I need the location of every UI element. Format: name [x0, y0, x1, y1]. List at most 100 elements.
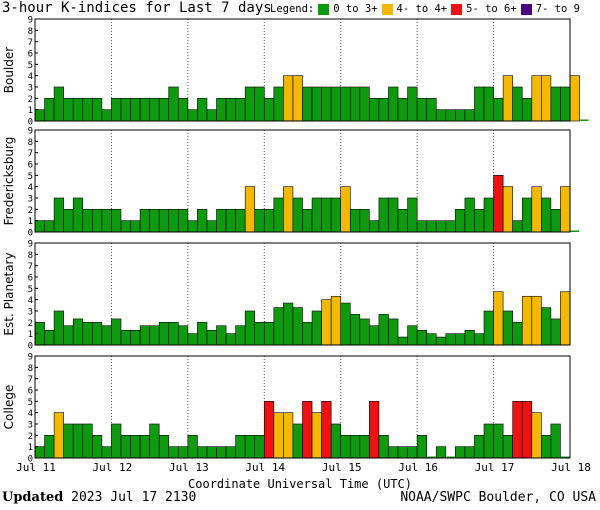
- legend-swatch-yellow: [381, 3, 393, 15]
- y-tick-label: 6: [28, 50, 33, 60]
- y-tick-label: 5: [28, 61, 33, 71]
- k-index-bar: [92, 98, 103, 122]
- k-index-bar: [82, 98, 93, 122]
- k-index-bar: [340, 86, 351, 122]
- k-index-bar: [44, 329, 55, 346]
- k-index-bar: [416, 220, 427, 233]
- y-tick-label: 4: [28, 72, 33, 82]
- y-tick-label: 3: [28, 195, 33, 205]
- k-index-bar: [72, 423, 84, 459]
- k-index-bar: [570, 230, 580, 232]
- k-index-bar: [416, 329, 427, 346]
- k-index-bar: [435, 336, 447, 346]
- k-index-bar: [168, 322, 179, 346]
- k-index-bar: [168, 446, 179, 459]
- y-tick-label: 3: [28, 308, 33, 318]
- k-index-bar: [416, 435, 427, 459]
- k-index-bar: [216, 446, 227, 459]
- y-tick-label: 3: [28, 421, 33, 431]
- k-index-bar: [493, 175, 504, 233]
- k-index-bar: [273, 412, 284, 459]
- k-index-bar: [397, 446, 408, 459]
- k-index-bar: [111, 98, 122, 122]
- k-index-bar: [263, 322, 275, 346]
- k-index-bar: [206, 220, 217, 233]
- k-index-bar: [426, 333, 437, 346]
- updated-stamp: Updated 2023 Jul 17 2130: [2, 490, 196, 505]
- k-index-bar: [225, 209, 236, 233]
- k-index-bar: [311, 86, 322, 122]
- k-index-bar: [244, 435, 256, 459]
- y-tick-label: 6: [28, 387, 33, 397]
- y-tick-label: 5: [28, 285, 33, 295]
- k-index-bar: [292, 75, 303, 122]
- k-index-bar: [321, 86, 332, 122]
- x-tick-label: Jul 13: [169, 461, 209, 474]
- k-index-bar: [502, 435, 513, 459]
- k-index-bar: [521, 295, 533, 346]
- panel-frame: [34, 129, 571, 233]
- k-index-bar: [464, 109, 475, 122]
- y-tick-label: 5: [28, 398, 33, 408]
- y-tick-label: 0: [28, 455, 33, 465]
- y-tick-label: 2: [28, 319, 33, 329]
- k-index-bar: [502, 75, 513, 122]
- k-index-bar: [359, 209, 370, 233]
- k-index-bar: [235, 435, 246, 459]
- k-index-bar: [474, 333, 485, 346]
- k-index-bar: [72, 318, 84, 346]
- k-index-bar: [206, 109, 217, 122]
- y-tick-label: 8: [28, 251, 33, 261]
- k-index-bar: [225, 98, 236, 122]
- legend-label: Legend:: [270, 3, 315, 15]
- k-index-bar: [72, 197, 84, 233]
- k-index-bar: [483, 310, 494, 346]
- k-index-bar: [397, 209, 408, 233]
- k-index-bar: [407, 446, 418, 459]
- k-index-bar: [397, 336, 408, 346]
- k-index-bar: [369, 325, 380, 346]
- k-index-bar: [263, 98, 275, 122]
- k-index-bar: [149, 423, 160, 459]
- k-index-bar: [426, 98, 437, 122]
- k-index-bar: [216, 98, 227, 122]
- k-index-bar: [254, 435, 265, 459]
- y-tick-label: 6: [28, 161, 33, 171]
- k-index-bar: [455, 209, 466, 233]
- k-index-bar: [244, 186, 256, 233]
- legend-item-green: 0 to 3+: [318, 3, 378, 15]
- k-index-bar: [340, 186, 351, 233]
- k-index-bar: [302, 209, 313, 233]
- k-index-bar: [158, 322, 170, 346]
- panel-frame: [34, 242, 571, 346]
- k-index-bar: [120, 435, 131, 459]
- legend-item-label: 0 to 3+: [333, 3, 378, 15]
- y-tick-label: 1: [28, 443, 33, 453]
- k-index-bar: [254, 86, 265, 122]
- y-tick-label: 0: [28, 118, 33, 128]
- k-index-bar: [63, 209, 74, 233]
- y-tick-label: 0: [28, 342, 33, 352]
- k-index-bar: [158, 98, 170, 122]
- k-index-bar: [273, 86, 284, 122]
- y-tick-label: 4: [28, 183, 33, 193]
- y-tick-label: 8: [28, 138, 33, 148]
- legend-swatch-green: [318, 3, 330, 15]
- y-tick-label: 2: [28, 432, 33, 442]
- k-index-bar: [283, 75, 294, 122]
- y-tick-label: 9: [28, 240, 33, 250]
- y-tick-label: 9: [28, 16, 33, 26]
- k-index-bar: [139, 435, 150, 459]
- k-index-bar: [139, 325, 150, 346]
- k-index-bar: [92, 322, 103, 346]
- k-index-bar: [541, 197, 552, 233]
- k-index-bar: [340, 435, 351, 459]
- k-index-bar: [474, 86, 485, 122]
- k-index-bar: [292, 197, 303, 233]
- updated-label: Updated: [2, 490, 64, 505]
- k-index-bar: [149, 98, 160, 122]
- panel-name: Est. Planetary: [2, 252, 16, 335]
- k-index-bar: [53, 412, 64, 459]
- k-index-bar: [407, 197, 418, 233]
- k-index-bar: [82, 209, 93, 233]
